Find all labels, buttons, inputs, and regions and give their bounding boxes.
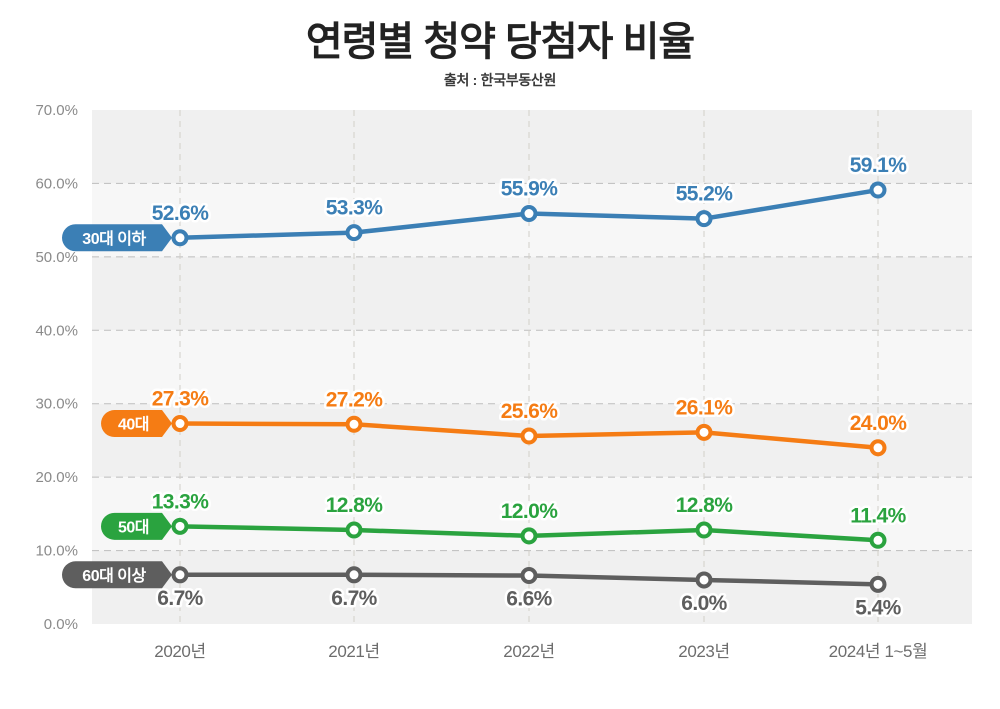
data-point-label: 12.0% <box>501 500 558 523</box>
x-axis-tick-labels: 2020년 2021년 2022년 2023년 2024년 1~5월 <box>154 642 927 661</box>
series-marker <box>171 415 189 433</box>
series-legend-pill <box>62 224 172 252</box>
data-point-label: 27.2% <box>326 388 383 411</box>
series-marker <box>695 210 713 228</box>
data-point-label: 55.2% <box>676 183 733 206</box>
series-marker <box>695 521 713 539</box>
y-axis-tick-label: 50.0% <box>35 249 78 266</box>
x-axis-tick-label: 2021년 <box>328 642 379 661</box>
series-markers <box>171 181 887 593</box>
y-axis-tick-labels: 0.0% 10.0% 20.0% 30.0% 40.0% 50.0% 60.0% 70.0% <box>35 102 78 633</box>
series-legend-label: 30대 이하 <box>82 230 146 248</box>
series-marker <box>345 521 363 539</box>
x-axis-tick-label: 2023년 <box>678 642 729 661</box>
series-marker <box>869 575 887 593</box>
series-legend-pill <box>62 561 172 589</box>
page-title: 연령별 청약 당첨자 비율 <box>305 20 695 64</box>
series-legend-label: 50대 <box>118 518 149 536</box>
data-point-label: 53.3% <box>326 197 383 220</box>
chart-source-subtitle: 출처 : 한국부동산원 <box>443 72 557 88</box>
data-point-label: 25.6% <box>501 400 558 423</box>
series-marker <box>345 566 363 584</box>
data-point-label: 24.0% <box>850 412 907 435</box>
data-point-label: 27.3% <box>152 388 209 411</box>
data-point-label: 52.6% <box>152 202 209 225</box>
x-axis-tick-label: 2022년 <box>503 642 554 661</box>
series-marker <box>345 224 363 242</box>
plot-band <box>92 256 972 331</box>
y-axis-tick-label: 60.0% <box>35 175 78 192</box>
data-point-label: 26.1% <box>676 396 733 419</box>
y-axis-tick-label: 30.0% <box>35 396 78 413</box>
series-marker <box>171 229 189 247</box>
data-point-label: 55.9% <box>501 178 558 201</box>
series-legend-label: 60대 이상 <box>82 567 146 585</box>
series-marker <box>345 415 363 433</box>
series-marker <box>520 567 538 585</box>
series-marker <box>171 566 189 584</box>
series-legend-pills: 30대 이하 40대 50대 60대 이상 <box>62 224 172 589</box>
gridlines <box>92 182 972 552</box>
series-marker <box>171 517 189 535</box>
plot-band <box>92 110 972 184</box>
data-point-label: 12.8% <box>676 494 733 517</box>
data-point-label: 59.1% <box>850 154 907 177</box>
plot-band <box>92 330 972 404</box>
vertical-gridlines <box>179 110 879 624</box>
y-axis-tick-label: 10.0% <box>35 543 78 560</box>
y-axis-tick-label: 70.0% <box>35 102 78 119</box>
series-value-labels: 52.6% 53.3% 55.9% 55.2% 59.1% 27.3% 27.2% 25.6%… <box>149 152 910 622</box>
series-marker <box>520 205 538 223</box>
y-axis-tick-label: 20.0% <box>35 469 78 486</box>
x-axis-tick-label: 2020년 <box>154 642 205 661</box>
plot-band <box>92 550 972 624</box>
series-marker <box>695 423 713 441</box>
series-marker <box>869 531 887 549</box>
data-point-label: 6.0% <box>681 592 727 615</box>
x-axis-tick-label: 2024년 1~5월 <box>829 642 928 661</box>
series-legend-pill <box>101 512 172 540</box>
data-point-label: 6.7% <box>157 587 203 610</box>
series-legend-pill <box>101 410 172 438</box>
series-marker <box>520 427 538 445</box>
data-point-label: 12.8% <box>326 494 383 517</box>
y-axis-tick-label: 0.0% <box>44 616 78 633</box>
series-legend-label: 40대 <box>118 416 149 434</box>
data-point-label: 6.6% <box>506 588 552 611</box>
data-point-label: 13.3% <box>152 490 209 513</box>
y-axis-tick-label: 40.0% <box>35 322 78 339</box>
series-marker <box>869 181 887 199</box>
data-point-label: 5.4% <box>855 596 901 619</box>
series-marker <box>695 571 713 589</box>
series-marker <box>869 439 887 457</box>
plot-background-bands <box>92 110 972 624</box>
data-point-label: 6.7% <box>331 587 377 610</box>
data-point-label: 11.4% <box>850 504 906 527</box>
series-marker <box>520 527 538 545</box>
